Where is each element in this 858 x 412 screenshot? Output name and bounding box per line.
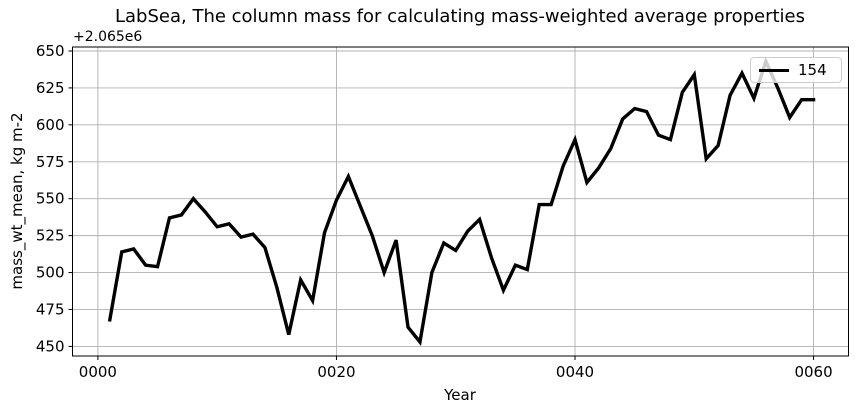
y-tick-label: 500 <box>36 264 65 282</box>
x-tick-label: 0060 <box>794 363 832 381</box>
y-tick-label: 550 <box>36 190 65 208</box>
legend-label: 154 <box>798 60 827 79</box>
y-tick-label: 650 <box>36 42 65 60</box>
y-axis-label: mass_wt_mean, kg m-2 <box>8 112 26 290</box>
x-tick-label: 0000 <box>79 363 117 381</box>
legend-line-sample <box>759 68 789 72</box>
x-axis-label: Year <box>444 386 476 404</box>
y-tick-label: 525 <box>36 227 65 245</box>
y-tick-label: 575 <box>36 153 65 171</box>
chart-title: LabSea, The column mass for calculating … <box>114 6 806 27</box>
y-tick-label: 475 <box>36 300 65 318</box>
data-line <box>107 56 816 346</box>
y-tick-label: 625 <box>36 79 65 97</box>
x-tick-label: 0040 <box>556 363 594 381</box>
legend: 154 <box>750 57 842 83</box>
x-tick-label: 0020 <box>317 363 355 381</box>
y-axis-offset-text: +2.065e6 <box>73 29 143 45</box>
y-tick-label: 450 <box>36 337 65 355</box>
axes-frame <box>72 46 849 357</box>
y-tick-label: 600 <box>36 116 65 134</box>
